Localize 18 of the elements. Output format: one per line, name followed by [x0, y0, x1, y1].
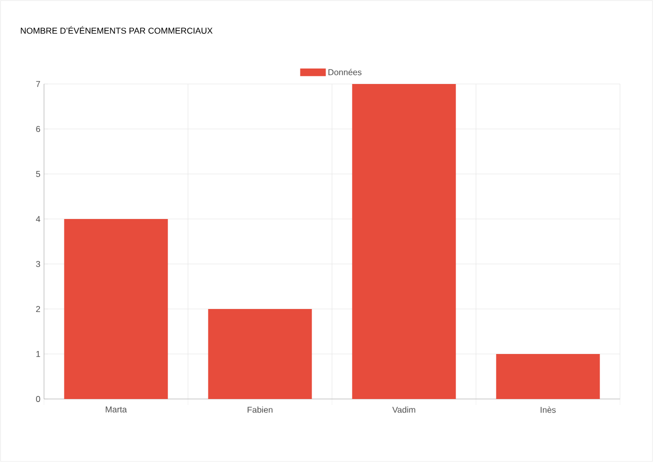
bar — [208, 308, 312, 399]
y-tick-label: 0 — [36, 396, 40, 402]
x-tick-label: Inès — [540, 406, 556, 413]
x-tick-label: Fabien — [248, 406, 272, 413]
y-tick-label: 2 — [36, 306, 40, 312]
y-tick-label: 5 — [36, 171, 40, 177]
bar — [64, 218, 168, 399]
x-tick-label: Vadim — [392, 406, 416, 413]
legend-label: Données — [328, 68, 362, 76]
y-tick-label: 1 — [36, 351, 40, 357]
x-tick-label: Marta — [106, 406, 127, 412]
bar — [352, 84, 456, 399]
y-tick-label: 7 — [36, 81, 40, 87]
y-tick-label: 3 — [36, 260, 40, 267]
chart-title: NOMBRE D’ÉVÉNEMENTS PAR COMMERCIAUX — [20, 26, 213, 34]
bar — [496, 354, 600, 399]
y-tick-label: 6 — [36, 126, 40, 132]
y-tick-label: 4 — [36, 216, 40, 222]
